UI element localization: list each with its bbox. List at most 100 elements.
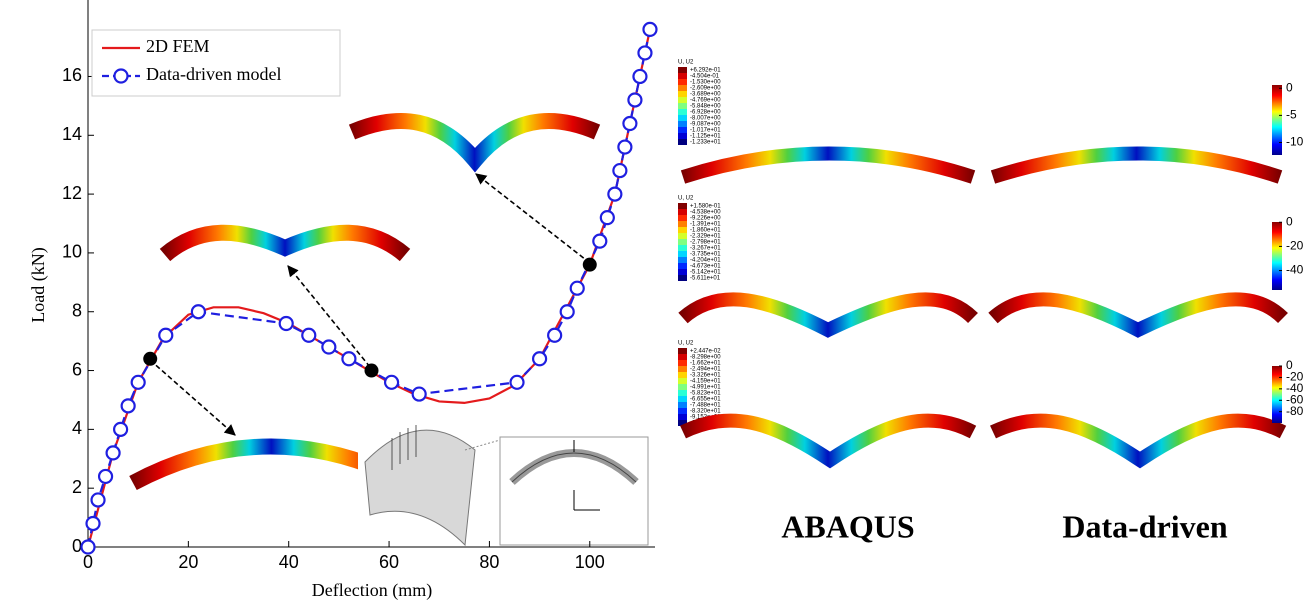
abaqus-legend-swatch xyxy=(678,239,687,245)
data-point xyxy=(159,329,172,342)
x-tick-label: 60 xyxy=(379,552,399,572)
legend: 2D FEM Data-driven model xyxy=(92,30,340,96)
data-point xyxy=(628,93,641,106)
data-point xyxy=(638,46,651,59)
column-label: Data-driven xyxy=(1062,508,1228,544)
abaqus-legend-swatch xyxy=(678,384,687,390)
y-tick-label: 14 xyxy=(62,124,82,144)
abaqus-legend-swatch xyxy=(678,85,687,91)
data-point xyxy=(99,470,112,483)
abaqus-legend-swatch xyxy=(678,408,687,414)
y-tick-label: 8 xyxy=(72,300,82,320)
highlight-point xyxy=(143,352,157,366)
abaqus-legend-swatch xyxy=(678,366,687,372)
contour-beam xyxy=(993,154,1280,178)
abaqus-legend-swatch xyxy=(678,73,687,79)
y-tick-label: 2 xyxy=(72,477,82,497)
abaqus-legend-label: -5.611e+01 xyxy=(690,276,721,282)
abaqus-legend-swatch xyxy=(678,115,687,121)
contour-beam xyxy=(683,421,973,460)
data-point xyxy=(413,388,426,401)
abaqus-legend-swatch xyxy=(678,275,687,281)
abaqus-legend-swatch xyxy=(678,257,687,263)
abaqus-legend-swatch xyxy=(678,348,687,354)
y-tick-label: 10 xyxy=(62,242,82,262)
data-point xyxy=(601,211,614,224)
data-point xyxy=(548,329,561,342)
data-point xyxy=(280,317,293,330)
abaqus-legend-swatch xyxy=(678,203,687,209)
y-tick-label: 12 xyxy=(62,183,82,203)
x-tick-label: 40 xyxy=(279,552,299,572)
abaqus-legend-swatch xyxy=(678,414,687,420)
abaqus-legend-swatch xyxy=(678,91,687,97)
abaqus-legend-swatch xyxy=(678,221,687,227)
abaqus-legend-swatch xyxy=(678,372,687,378)
figure: 02468101214160204060801002D FEMData-driv… xyxy=(0,0,1310,604)
x-tick-label: 100 xyxy=(575,552,605,572)
abaqus-legend-label: -1.233e+01 xyxy=(690,140,721,146)
x-tick-label: 20 xyxy=(178,552,198,572)
contour-beam xyxy=(683,154,973,178)
abaqus-legend-swatch xyxy=(678,127,687,133)
y-tick-label: 16 xyxy=(62,65,82,85)
colorbar-tick-label: 0 xyxy=(1286,214,1293,228)
data-point xyxy=(571,282,584,295)
legend-box xyxy=(92,30,340,96)
data-point xyxy=(593,235,606,248)
abaqus-legend-swatch xyxy=(678,133,687,139)
data-point xyxy=(82,541,95,554)
abaqus-legend-swatch xyxy=(678,139,687,145)
contour-beam xyxy=(993,421,1283,460)
arrows xyxy=(150,174,590,435)
page: {"chart_data": {"type": "line", "xlabel"… xyxy=(0,0,1310,604)
data-point xyxy=(511,376,524,389)
data-point xyxy=(107,446,120,459)
colorbar xyxy=(1272,85,1282,155)
data-point xyxy=(114,423,127,436)
legend-label: Data-driven model xyxy=(146,64,281,84)
beam-shape xyxy=(352,121,597,160)
abaqus-legend-swatch xyxy=(678,209,687,215)
abaqus-legend-swatch xyxy=(678,402,687,408)
arrow xyxy=(150,360,235,435)
data-point xyxy=(322,341,335,354)
abaqus-legend-title: U, U2 xyxy=(678,196,694,202)
y-tick-label: 4 xyxy=(72,418,82,438)
sketch-inset xyxy=(358,412,658,557)
data-point xyxy=(342,352,355,365)
abaqus-legend-swatch xyxy=(678,360,687,366)
abaqus-legend-swatch xyxy=(678,103,687,109)
data-point xyxy=(618,141,631,154)
y-axis-label: Load (kN) xyxy=(28,247,49,322)
abaqus-legend-swatch xyxy=(678,390,687,396)
data-point xyxy=(192,305,205,318)
abaqus-legend-swatch xyxy=(678,233,687,239)
beam-shape xyxy=(165,233,405,255)
colorbar xyxy=(1272,222,1282,290)
contour-panels: U, U2+6.292e-01-4.504e-01-1.530e+00-2.60… xyxy=(678,60,1304,460)
data-point xyxy=(302,329,315,342)
abaqus-legend-swatch xyxy=(678,245,687,251)
data-point xyxy=(122,399,135,412)
data-point xyxy=(533,352,546,365)
highlight-point xyxy=(583,258,597,272)
data-point xyxy=(87,517,100,530)
legend-label: 2D FEM xyxy=(146,36,210,56)
data-point xyxy=(385,376,398,389)
data-point xyxy=(132,376,145,389)
highlight-point xyxy=(365,364,379,378)
colorbar-tick-label: 0 xyxy=(1286,80,1293,94)
colorbar-tick-label: -10 xyxy=(1286,135,1304,149)
colorbar-tick-label: -20 xyxy=(1286,239,1304,253)
contour-beam xyxy=(993,299,1283,330)
abaqus-legend-swatch xyxy=(678,67,687,73)
abaqus-legend-swatch xyxy=(678,227,687,233)
data-point xyxy=(623,117,636,130)
colorbar xyxy=(1272,366,1282,423)
data-point xyxy=(613,164,626,177)
abaqus-legend-swatch xyxy=(678,263,687,269)
abaqus-legend-swatch xyxy=(678,121,687,127)
x-tick-label: 0 xyxy=(83,552,93,572)
abaqus-legend-title: U, U2 xyxy=(678,60,694,66)
